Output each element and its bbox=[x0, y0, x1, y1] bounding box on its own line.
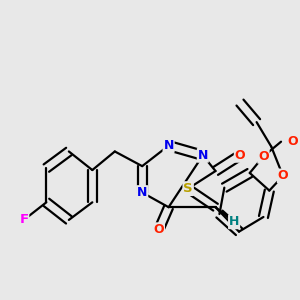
Text: O: O bbox=[278, 169, 288, 182]
Text: N: N bbox=[164, 139, 174, 152]
Text: S: S bbox=[183, 182, 193, 195]
Text: H: H bbox=[229, 215, 239, 228]
Text: O: O bbox=[235, 149, 245, 162]
Text: O: O bbox=[154, 223, 164, 236]
Text: O: O bbox=[287, 135, 298, 148]
Text: F: F bbox=[19, 213, 28, 226]
Text: O: O bbox=[258, 150, 269, 163]
Text: N: N bbox=[137, 186, 147, 199]
Text: N: N bbox=[198, 149, 208, 162]
